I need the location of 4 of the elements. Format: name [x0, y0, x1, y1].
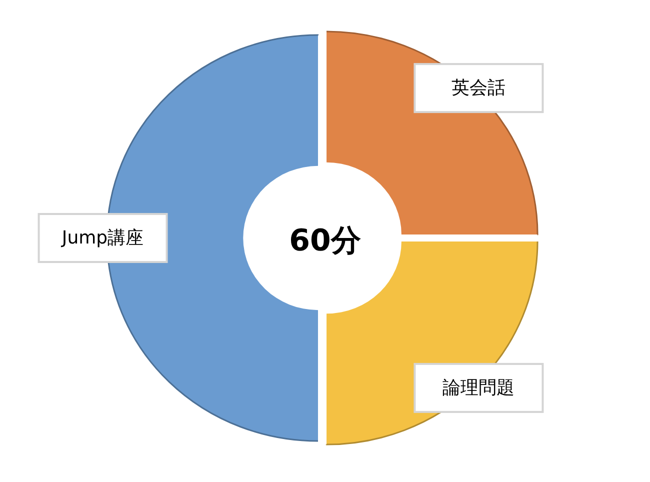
slice-label: 論理問題: [442, 377, 515, 398]
slice-label: 英会話: [452, 78, 506, 99]
annotation: 60分: [289, 224, 361, 258]
slice-label: Jump講座: [60, 228, 144, 248]
